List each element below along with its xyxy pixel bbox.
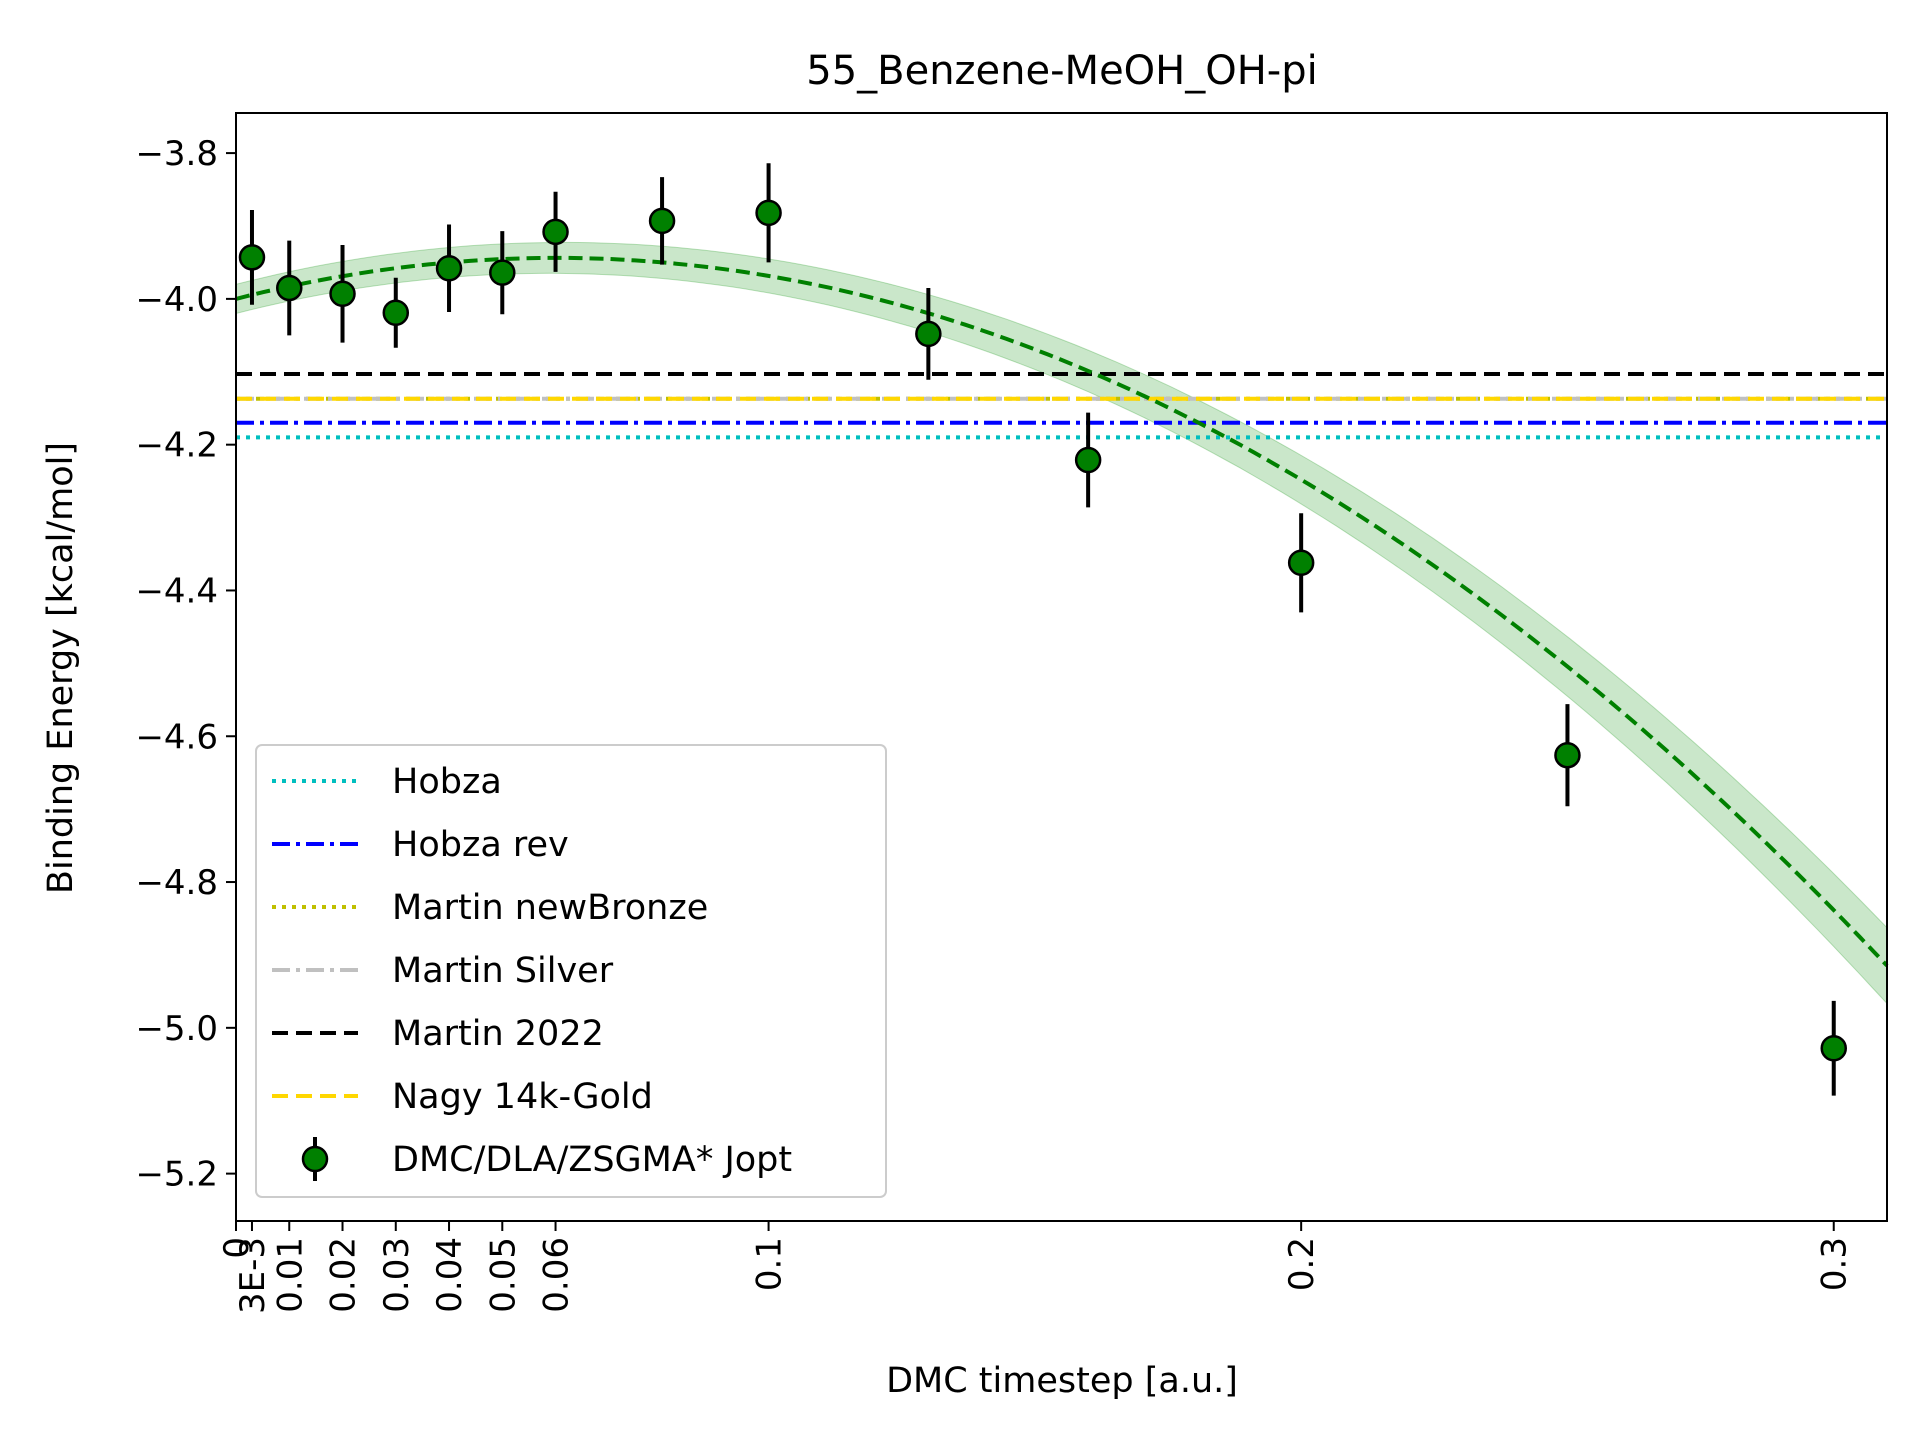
y-tick-label: −4.2 — [135, 426, 218, 466]
chart-title: 55_Benzene-MeOH_OH-pi — [806, 48, 1317, 94]
data-points-layer — [238, 163, 1847, 1096]
legend-entry-hobza: Hobza — [272, 762, 502, 802]
legend-swatch-marker — [301, 1145, 329, 1173]
legend-entry-dmc-dla-zsgma-jopt: DMC/DLA/ZSGMA* Jopt — [301, 1137, 792, 1181]
data-point — [1554, 741, 1581, 769]
data-point — [915, 320, 942, 348]
x-tick-label: 0.03 — [377, 1237, 417, 1313]
y-tick-label: −4.4 — [135, 571, 218, 611]
data-point — [382, 299, 410, 326]
legend-entry-martin-2022: Martin 2022 — [272, 1014, 604, 1054]
y-tick-label: −4.8 — [135, 863, 218, 903]
x-tick-label: 0.2 — [1282, 1237, 1322, 1291]
x-tick-label: 0 — [217, 1237, 257, 1259]
y-tick-label: −5.2 — [135, 1155, 218, 1195]
y-tick-label: −5.0 — [135, 1009, 218, 1049]
legend-label: Martin 2022 — [392, 1014, 604, 1054]
fit-line-layer — [235, 255, 1889, 967]
data-point — [489, 259, 516, 286]
legend-entry-martin-newbronze: Martin newBronze — [272, 888, 708, 928]
x-tick-label: 0.04 — [430, 1237, 470, 1313]
legend-label: DMC/DLA/ZSGMA* Jopt — [392, 1140, 792, 1180]
legend-label: Martin newBronze — [392, 888, 708, 928]
x-tick-label: 0.05 — [483, 1237, 523, 1313]
legend-label: Hobza rev — [392, 825, 569, 865]
x-axis-title: DMC timestep [a.u.] — [886, 1361, 1238, 1401]
plot-frame — [235, 112, 1888, 1222]
x-tick-label: 0.1 — [750, 1237, 790, 1291]
x-tick-label: 0.01 — [270, 1237, 310, 1313]
fit-curve — [235, 255, 1889, 967]
data-point — [238, 244, 266, 271]
data-point — [276, 274, 303, 302]
legend-label: Martin Silver — [392, 951, 614, 991]
x-tick-label: 0.02 — [324, 1237, 364, 1313]
data-point — [1287, 549, 1315, 577]
legend-entry-hobza-rev: Hobza rev — [272, 825, 569, 865]
data-point — [435, 255, 463, 282]
y-tick-label: −3.8 — [135, 134, 218, 174]
legend: Hobza Hobza rev Martin newBronze Martin Sil… — [255, 744, 887, 1198]
reference-lines-layer — [236, 371, 1887, 440]
x-tick-label: 0.06 — [537, 1237, 577, 1313]
x-tick-label: 0.3 — [1815, 1237, 1855, 1291]
data-point — [648, 207, 676, 235]
y-axis-title: Binding Energy [kcal/mol] — [41, 442, 81, 894]
x-tick-label: 3E-3 — [233, 1237, 273, 1314]
legend-box — [255, 744, 887, 1198]
data-point — [329, 280, 356, 308]
legend-label: Nagy 14k-Gold — [392, 1077, 653, 1117]
legend-label: Hobza — [392, 762, 502, 802]
legend-entry-nagy-14k-gold: Nagy 14k-Gold — [272, 1077, 653, 1117]
y-tick-label: −4.6 — [135, 717, 218, 757]
y-tick-label: −4.0 — [135, 280, 218, 320]
data-point — [1074, 446, 1102, 474]
legend-entry-martin-silver: Martin Silver — [272, 951, 614, 991]
data-point — [1820, 1034, 1847, 1062]
axes-layer: −3.8−4.0−4.2−4.4−4.6−4.8−5.0−5.203E-30.0… — [135, 112, 1888, 1314]
data-point — [542, 218, 569, 246]
data-point — [755, 199, 782, 227]
